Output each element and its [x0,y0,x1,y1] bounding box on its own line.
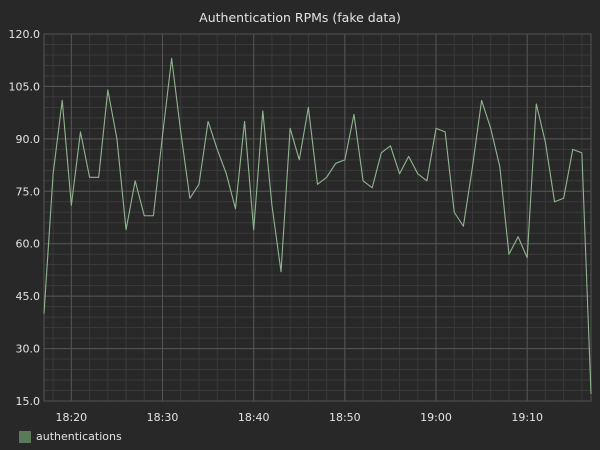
legend: authentications [19,430,122,443]
x-tick-label: 19:10 [511,411,543,424]
y-tick-label: 60.0 [16,238,41,251]
x-tick-label: 18:20 [55,411,87,424]
y-tick-label: 105.0 [9,80,41,93]
chart-title: Authentication RPMs (fake data) [199,10,401,25]
major-grid [43,33,592,402]
x-tick-label: 19:00 [420,411,452,424]
y-axis-tick-labels: 15.0 30.0 45.0 60.0 75.0 90.0 105.0 120.0 [9,28,41,408]
y-tick-label: 30.0 [16,343,41,356]
x-axis-tick-labels: 18:20 18:30 18:40 18:50 19:00 19:10 [55,411,543,424]
y-tick-label: 45.0 [16,290,41,303]
series-line-authentications [43,57,592,395]
legend-label: authentications [36,430,122,443]
x-tick-label: 18:40 [238,411,270,424]
x-tick-label: 18:30 [147,411,179,424]
minor-grid [44,33,591,402]
x-tick-label: 18:50 [329,411,361,424]
series-group [43,57,592,395]
legend-swatch [19,430,31,443]
plot-border [43,33,592,402]
y-tick-label: 90.0 [16,133,41,146]
y-tick-label: 120.0 [9,28,41,41]
y-tick-label: 15.0 [16,395,41,408]
y-tick-label: 75.0 [16,185,41,198]
